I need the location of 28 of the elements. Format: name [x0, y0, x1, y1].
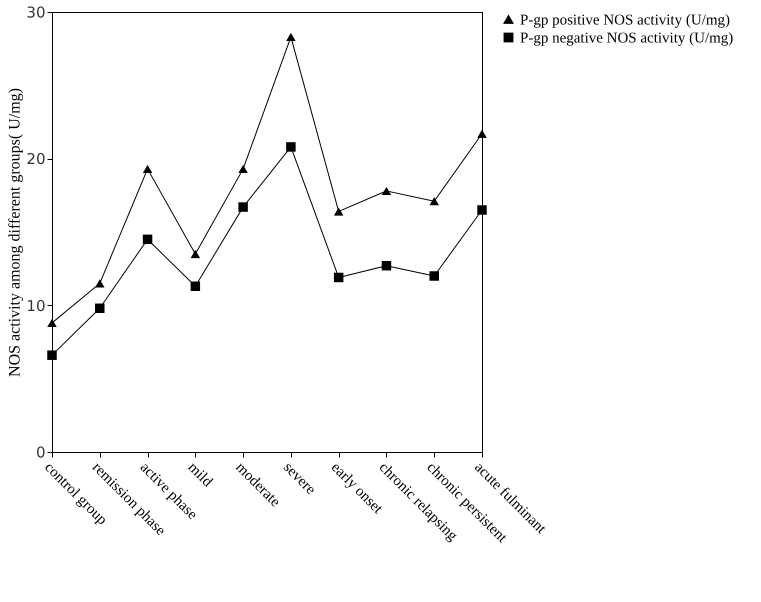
point	[334, 207, 344, 216]
y-tick-label: 10	[26, 296, 46, 315]
point	[47, 350, 57, 360]
point	[190, 250, 200, 258]
point	[95, 304, 105, 314]
point	[95, 279, 105, 288]
y-tick-label: 0	[36, 444, 46, 462]
point	[286, 32, 296, 42]
point	[429, 197, 439, 206]
point	[142, 234, 152, 244]
point	[142, 164, 152, 174]
point	[477, 205, 487, 215]
point	[47, 318, 57, 328]
x-tick-label: mild	[184, 460, 216, 491]
point	[286, 142, 296, 152]
point	[382, 186, 392, 196]
legend-label: P-gp positive NOS activity (U/mg)	[520, 12, 730, 28]
point	[190, 282, 200, 292]
legend-label: P-gp negative NOS activity (U/mg)	[520, 30, 734, 46]
y-axis-title: NOS activity among different groups( U/mg)	[6, 88, 24, 377]
point	[334, 272, 344, 282]
point	[382, 260, 392, 270]
y-tick-label: 30	[26, 4, 46, 22]
point	[238, 164, 248, 174]
point	[477, 130, 487, 138]
point	[238, 202, 248, 212]
point	[429, 271, 439, 281]
y-tick-label: 20	[26, 150, 46, 168]
